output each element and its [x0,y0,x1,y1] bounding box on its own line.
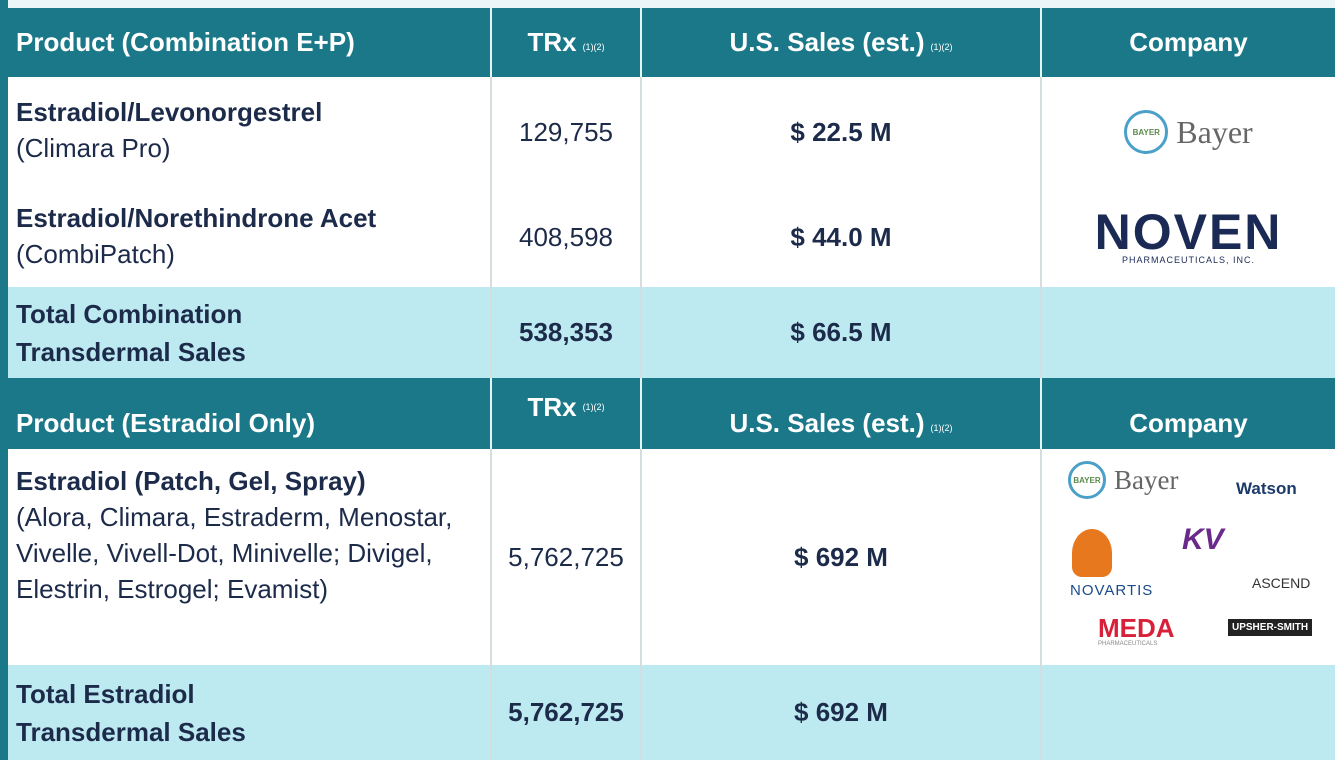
cell: BAYER Bayer Watson NOVARTIS KV ASCEND MED… [1042,449,1335,665]
trx: 5,762,725 [508,541,624,572]
row: Estradiol/Norethindrone Acet (CombiPatch)… [8,187,1335,289]
cell: 408,598 [492,187,642,287]
cell: 5,762,725 [492,665,642,760]
row: Estradiol/Levonorgestrel (Climara Pro) 12… [8,77,1335,189]
total-row: Total Estradiol Transdermal Sales 5,762,… [8,665,1335,760]
logo-mark [1072,529,1112,577]
sales: $ 22.5 M [790,116,892,147]
header: U.S. Sales (est.) [729,408,925,438]
header: Company [1129,27,1248,57]
cell: Company [1042,378,1335,449]
product: Estradiol/Norethindrone Acet [16,203,377,233]
brands: (Alora, Climara, Estraderm, Menostar, Vi… [16,502,453,604]
note: (1)(2) [582,402,605,412]
trx: 408,598 [519,221,613,252]
cell: Total Estradiol Transdermal Sales [8,665,492,760]
cell: Estradiol/Levonorgestrel (Climara Pro) [8,77,492,187]
cell: U.S. Sales (est.) (1)(2) [642,8,1042,77]
cell: $ 66.5 M [642,287,1042,378]
note: (1)(2) [930,422,953,433]
logo-text: PHARMACEUTICALS, INC. [1121,255,1256,265]
cell: Estradiol/Norethindrone Acet (CombiPatch) [8,187,492,287]
logo-mark: BAYER [1068,461,1106,499]
row: Estradiol (Patch, Gel, Spray) (Alora, Cli… [8,449,1335,667]
logo-text: ASCEND [1252,575,1311,591]
logo: BAYER Bayer [1120,106,1257,158]
trx: 538,353 [519,317,613,347]
cell: U.S. Sales (est.) (1)(2) [642,378,1042,449]
header-row: Product (Combination E+P) TRx (1)(2) U.S.… [8,8,1335,77]
cell: 5,762,725 [492,449,642,665]
logo-text: Bayer [1176,113,1253,150]
sales: $ 44.0 M [790,221,892,252]
logo-text: PHARMACEUTICALS [1098,641,1158,647]
logo-mark: BAYER [1124,110,1169,154]
product: Estradiol (Patch, Gel, Spray) [16,466,366,496]
cell: 538,353 [492,287,642,378]
header-row: Product (Estradiol Only) TRx (1)(2) U.S. … [8,378,1335,449]
cell [1042,665,1335,760]
header: Product (Estradiol Only) [16,408,316,438]
cell: TRx (1)(2) [492,378,642,449]
brands: (CombiPatch) [16,239,175,269]
logo: BAYER Bayer [1064,457,1183,503]
cell [1042,287,1335,378]
header: Product (Combination E+P) [16,27,355,57]
cell: Total Combination Transdermal Sales [8,287,492,378]
cell: Product (Estradiol Only) [8,378,492,449]
logo-text: NOVARTIS [1070,582,1154,599]
cell: NOVEN PHARMACEUTICALS, INC. [1042,187,1335,287]
cell: Company [1042,8,1335,77]
cell: $ 692 M [642,449,1042,665]
cell: Product (Combination E+P) [8,8,492,77]
cell: Estradiol (Patch, Gel, Spray) (Alora, Cli… [8,449,492,665]
cell: $ 692 M [642,665,1042,760]
header: Company [1129,408,1248,438]
logo-text: KV [1182,523,1224,556]
note: (1)(2) [930,41,953,52]
logo-text: NOVEN [1094,204,1283,260]
total-label: Total Estradiol Transdermal Sales [16,678,246,747]
logo-text: Bayer [1114,464,1179,495]
trx: 129,755 [519,116,613,147]
sales: $ 66.5 M [790,317,892,347]
header: U.S. Sales (est.) [729,27,925,57]
total-row: Total Combination Transdermal Sales 538,… [8,287,1335,380]
total-label: Total Combination Transdermal Sales [16,298,246,367]
cell: $ 22.5 M [642,77,1042,187]
product: Estradiol/Levonorgestrel [16,97,323,127]
trx: 5,762,725 [508,697,624,727]
cell: TRx (1)(2) [492,8,642,77]
logo-text: MEDA [1098,613,1175,643]
header: TRx [527,27,577,57]
logo-text: Watson [1236,479,1297,498]
cell: BAYER Bayer [1042,77,1335,187]
edge [0,0,8,760]
brands: (Climara Pro) [16,133,171,163]
header: TRx [527,392,577,422]
cell: $ 44.0 M [642,187,1042,287]
sales: $ 692 M [794,541,888,572]
note: (1)(2) [582,41,605,52]
logo-text: UPSHER-SMITH [1228,619,1313,636]
sales: $ 692 M [794,697,888,727]
cell: 129,755 [492,77,642,187]
